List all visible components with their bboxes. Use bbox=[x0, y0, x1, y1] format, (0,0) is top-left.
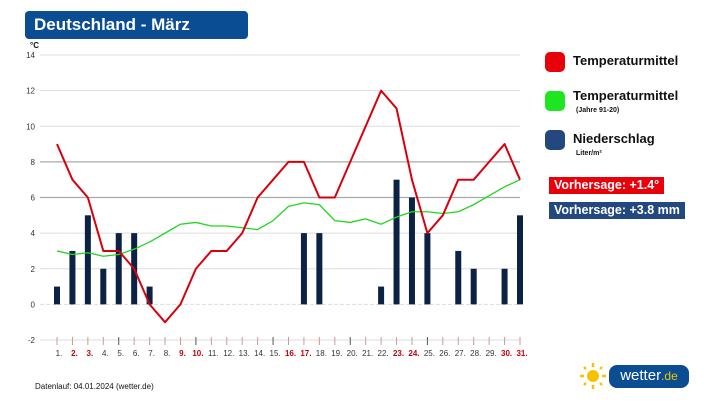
x-tick-label: 4. bbox=[102, 349, 109, 358]
y-tick-label: 10 bbox=[26, 122, 35, 131]
x-tick-label: 16. bbox=[285, 349, 296, 358]
x-tick-label: 13. bbox=[239, 349, 250, 358]
forecast-temp-badge: Vorhersage: +1.4° bbox=[549, 177, 665, 194]
y-tick-label: 14 bbox=[26, 51, 35, 60]
x-tick-label: 10. bbox=[192, 349, 203, 358]
x-tick-label: 25. bbox=[424, 349, 435, 358]
x-tick-label: 8. bbox=[164, 349, 171, 358]
y-tick-label: 6 bbox=[31, 194, 36, 203]
precip-bar bbox=[69, 250, 76, 305]
x-tick-label: 17. bbox=[300, 349, 311, 358]
precip-bar bbox=[501, 268, 508, 305]
legend-swatch-green bbox=[545, 91, 565, 111]
precip-bar bbox=[146, 286, 153, 305]
legend-label: Niederschlag bbox=[573, 131, 655, 146]
forecast-precip-badge: Vorhersage: +3.8 mm bbox=[549, 202, 685, 219]
precip-bar bbox=[316, 233, 323, 305]
x-tick-label: 23. bbox=[393, 349, 404, 358]
wetter-de-logo[interactable]: wetter.de bbox=[578, 362, 690, 390]
x-tick-label: 15. bbox=[270, 349, 281, 358]
x-tick-label: 1. bbox=[56, 349, 63, 358]
sun-icon bbox=[580, 363, 606, 389]
y-tick-label: 0 bbox=[31, 300, 36, 309]
y-tick-label: 12 bbox=[26, 87, 35, 96]
precip-bar bbox=[54, 286, 60, 305]
logo-text: wetter.de bbox=[609, 365, 689, 388]
x-tick-label: 22. bbox=[378, 349, 389, 358]
x-tick-label: 31. bbox=[516, 349, 527, 358]
x-tick-label: 7. bbox=[148, 349, 155, 358]
legend-label: Temperaturmittel bbox=[573, 53, 679, 68]
chart-title: Deutschland - März bbox=[25, 11, 248, 39]
y-tick-label: -2 bbox=[28, 336, 36, 345]
x-tick-label: 19. bbox=[331, 349, 342, 358]
x-tick-label: 6. bbox=[133, 349, 140, 358]
y-tick-label: 4 bbox=[31, 229, 36, 238]
y-tick-label: 8 bbox=[31, 158, 36, 167]
precip-bar bbox=[424, 233, 431, 305]
precip-bar bbox=[408, 197, 415, 305]
y-axis-unit: °C bbox=[30, 41, 39, 50]
x-tick-label: 2. bbox=[71, 349, 78, 358]
legend-swatch-blue bbox=[545, 130, 565, 150]
legend-label: Temperaturmittel bbox=[573, 88, 679, 103]
precip-bar bbox=[378, 286, 385, 305]
precip-bar bbox=[393, 179, 400, 305]
data-run-note: Datenlauf: 04.01.2024 (wetter.de) bbox=[35, 382, 154, 391]
legend-swatch-red bbox=[545, 52, 565, 72]
y-tick-label: 2 bbox=[31, 265, 36, 274]
x-tick-label: 12. bbox=[223, 349, 234, 358]
x-tick-label: 5. bbox=[117, 349, 124, 358]
precip-bar bbox=[517, 215, 523, 305]
x-tick-label: 27. bbox=[455, 349, 466, 358]
x-tick-label: 9. bbox=[179, 349, 186, 358]
precip-bar bbox=[470, 268, 477, 305]
x-tick-label: 14. bbox=[254, 349, 265, 358]
legend-sublabel: Liter/m² bbox=[576, 150, 602, 157]
x-tick-label: 20. bbox=[347, 349, 358, 358]
x-tick-label: 29. bbox=[486, 349, 497, 358]
x-tick-label: 18. bbox=[316, 349, 327, 358]
precip-bar bbox=[115, 233, 122, 305]
temp-normal-line bbox=[56, 179, 521, 257]
precip-bar bbox=[84, 215, 91, 305]
x-tick-label: 3. bbox=[87, 349, 94, 358]
precip-bar bbox=[100, 268, 107, 305]
precip-bar bbox=[455, 250, 462, 305]
x-tick-label: 26. bbox=[439, 349, 450, 358]
x-tick-label: 24. bbox=[408, 349, 419, 358]
x-tick-label: 28. bbox=[470, 349, 481, 358]
temp-line bbox=[56, 89, 521, 324]
x-tick-label: 30. bbox=[501, 349, 512, 358]
legend-sublabel: (Jahre 91-20) bbox=[576, 107, 620, 114]
x-tick-label: 21. bbox=[362, 349, 373, 358]
precip-bar bbox=[300, 233, 307, 305]
x-tick-label: 11. bbox=[208, 349, 219, 358]
